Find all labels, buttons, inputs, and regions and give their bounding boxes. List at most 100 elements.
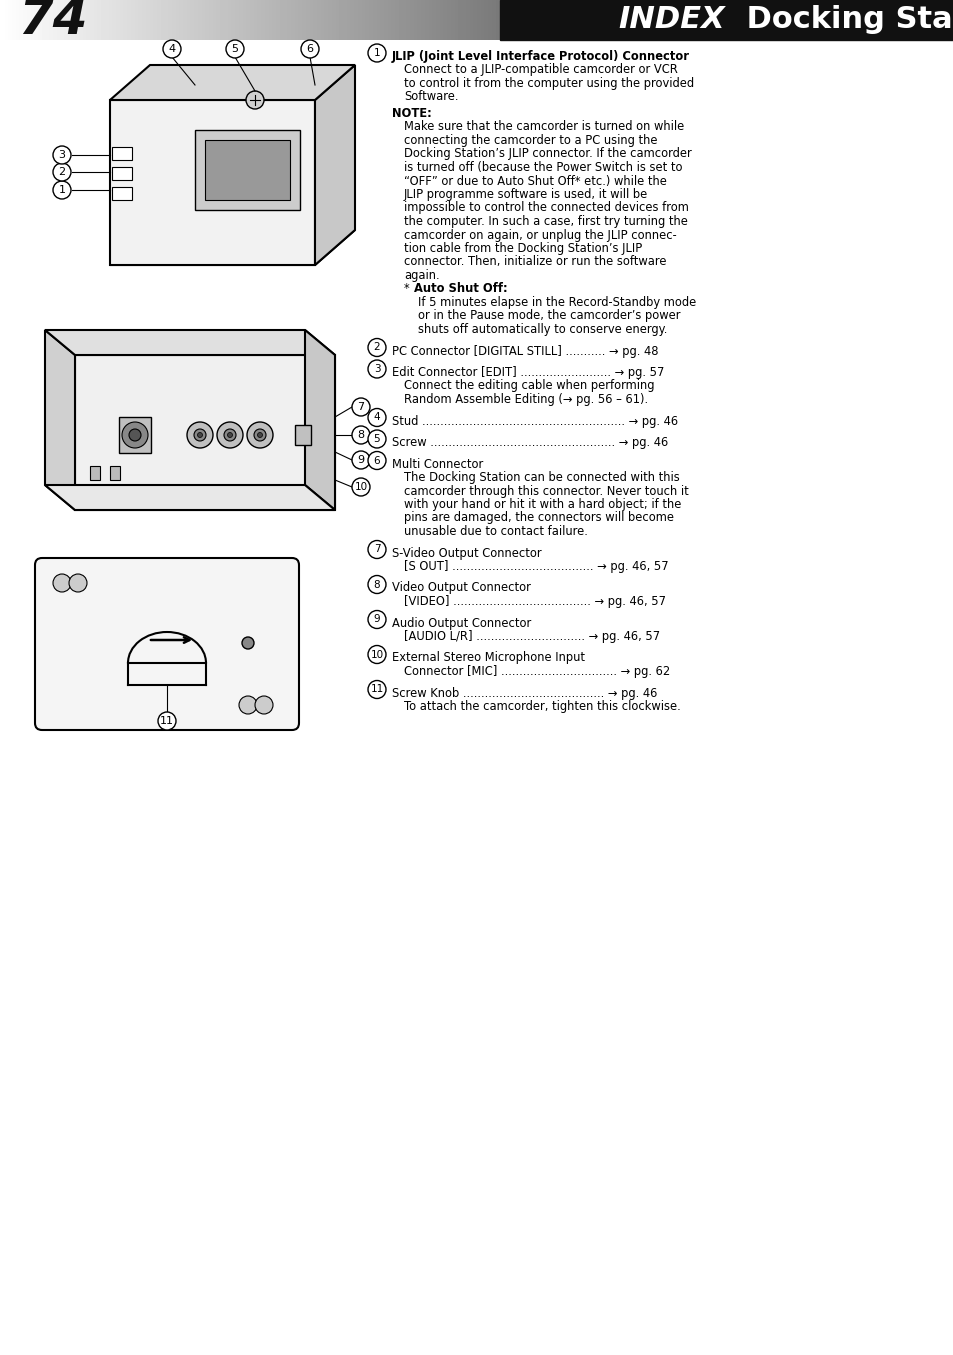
Text: 2: 2 xyxy=(374,343,380,352)
Bar xyxy=(499,0,953,41)
Text: 10: 10 xyxy=(370,649,383,660)
Text: 10: 10 xyxy=(355,482,367,492)
Circle shape xyxy=(254,696,273,714)
Text: Connector [MIC] ................................ → pg. 62: Connector [MIC] ........................… xyxy=(403,665,670,678)
Text: Screw ................................................... → pg. 46: Screw ..................................… xyxy=(392,436,667,449)
Polygon shape xyxy=(110,65,355,100)
Text: To attach the camcorder, tighten this clockwise.: To attach the camcorder, tighten this cl… xyxy=(403,701,680,713)
Bar xyxy=(194,130,299,210)
Text: Software.: Software. xyxy=(403,91,458,103)
Text: 11: 11 xyxy=(160,715,173,726)
Text: again.: again. xyxy=(403,270,439,282)
Text: INDEX: INDEX xyxy=(618,5,724,34)
Circle shape xyxy=(368,451,386,469)
Circle shape xyxy=(69,575,87,592)
Text: JLIP (Joint Level Interface Protocol) Connector: JLIP (Joint Level Interface Protocol) Co… xyxy=(392,50,689,62)
Bar xyxy=(112,146,132,160)
Text: [AUDIO L/R] .............................. → pg. 46, 57: [AUDIO L/R] ............................… xyxy=(403,630,659,644)
Text: the computer. In such a case, first try turning the: the computer. In such a case, first try … xyxy=(403,215,687,228)
Text: Edit Connector [EDIT] ......................... → pg. 57: Edit Connector [EDIT] ..................… xyxy=(392,366,663,379)
Polygon shape xyxy=(45,331,335,355)
Circle shape xyxy=(368,645,386,664)
Polygon shape xyxy=(110,100,314,266)
Text: [S OUT] ....................................... → pg. 46, 57: [S OUT] ................................… xyxy=(403,560,668,573)
Text: 1: 1 xyxy=(374,47,380,58)
Text: camcorder on again, or unplug the JLIP connec-: camcorder on again, or unplug the JLIP c… xyxy=(403,229,676,241)
Text: *: * xyxy=(403,282,413,295)
Circle shape xyxy=(246,91,264,108)
Text: Audio Output Connector: Audio Output Connector xyxy=(392,617,531,630)
Bar xyxy=(112,187,132,201)
Bar xyxy=(75,355,335,509)
Text: Connect to a JLIP-compatible camcorder or VCR: Connect to a JLIP-compatible camcorder o… xyxy=(403,64,678,76)
Polygon shape xyxy=(314,65,355,266)
Circle shape xyxy=(352,451,370,469)
Bar xyxy=(119,417,151,453)
Text: Random Assemble Editing (→ pg. 56 – 61).: Random Assemble Editing (→ pg. 56 – 61). xyxy=(403,393,647,406)
Text: Auto Shut Off:: Auto Shut Off: xyxy=(414,282,507,295)
Text: 7: 7 xyxy=(374,545,380,554)
Circle shape xyxy=(226,41,244,58)
Circle shape xyxy=(368,680,386,698)
Circle shape xyxy=(368,408,386,427)
Polygon shape xyxy=(45,485,335,509)
Text: is turned off (because the Power Switch is set to: is turned off (because the Power Switch … xyxy=(403,161,681,173)
Text: 7: 7 xyxy=(357,402,364,412)
Circle shape xyxy=(239,696,256,714)
Circle shape xyxy=(227,432,233,438)
Circle shape xyxy=(368,360,386,378)
Text: 4: 4 xyxy=(374,412,380,423)
Circle shape xyxy=(53,575,71,592)
Bar xyxy=(110,466,120,480)
Text: with your hand or hit it with a hard object; if the: with your hand or hit it with a hard obj… xyxy=(403,499,680,511)
Circle shape xyxy=(368,430,386,449)
Text: 1: 1 xyxy=(58,186,66,195)
Text: unusable due to contact failure.: unusable due to contact failure. xyxy=(403,524,587,538)
Text: The Docking Station can be connected with this: The Docking Station can be connected wit… xyxy=(403,472,679,484)
Text: NOTE:: NOTE: xyxy=(392,107,432,121)
Circle shape xyxy=(224,430,235,440)
Text: Screw Knob ....................................... → pg. 46: Screw Knob .............................… xyxy=(392,687,657,699)
Circle shape xyxy=(122,421,148,449)
Text: pins are damaged, the connectors will become: pins are damaged, the connectors will be… xyxy=(403,511,673,524)
Text: 9: 9 xyxy=(374,615,380,625)
Text: 8: 8 xyxy=(357,430,364,440)
Circle shape xyxy=(368,43,386,62)
Text: Video Output Connector: Video Output Connector xyxy=(392,581,530,595)
Circle shape xyxy=(53,146,71,164)
Circle shape xyxy=(247,421,273,449)
Text: 74: 74 xyxy=(18,0,88,43)
Circle shape xyxy=(352,425,370,444)
Text: connector. Then, initialize or run the software: connector. Then, initialize or run the s… xyxy=(403,256,666,268)
Text: 3: 3 xyxy=(374,364,380,374)
Text: camcorder through this connector. Never touch it: camcorder through this connector. Never … xyxy=(403,485,688,497)
Text: Connect the editing cable when performing: Connect the editing cable when performin… xyxy=(403,379,654,393)
Circle shape xyxy=(368,576,386,593)
Circle shape xyxy=(53,163,71,182)
Text: to control it from the computer using the provided: to control it from the computer using th… xyxy=(403,77,694,89)
Text: Stud ........................................................ → pg. 46: Stud ...................................… xyxy=(392,415,678,427)
Circle shape xyxy=(368,611,386,629)
Circle shape xyxy=(197,432,202,438)
Circle shape xyxy=(216,421,243,449)
Text: 9: 9 xyxy=(357,455,364,465)
Text: Docking Station’s JLIP connector. If the camcorder: Docking Station’s JLIP connector. If the… xyxy=(403,148,691,160)
Text: shuts off automatically to conserve energy.: shuts off automatically to conserve ener… xyxy=(417,322,667,336)
Circle shape xyxy=(301,41,318,58)
Text: S-Video Output Connector: S-Video Output Connector xyxy=(392,546,541,560)
Polygon shape xyxy=(45,331,75,509)
Text: 4: 4 xyxy=(169,43,175,54)
Text: 8: 8 xyxy=(374,580,380,589)
Text: 5: 5 xyxy=(374,434,380,444)
Text: connecting the camcorder to a PC using the: connecting the camcorder to a PC using t… xyxy=(403,134,657,146)
Text: If 5 minutes elapse in the Record-Standby mode: If 5 minutes elapse in the Record-Standb… xyxy=(417,295,696,309)
Text: Multi Connector: Multi Connector xyxy=(392,458,483,470)
Bar xyxy=(112,167,132,180)
Text: Docking Station: Docking Station xyxy=(735,5,953,34)
Text: tion cable from the Docking Station’s JLIP: tion cable from the Docking Station’s JL… xyxy=(403,243,641,255)
Text: Make sure that the camcorder is turned on while: Make sure that the camcorder is turned o… xyxy=(403,121,683,134)
Circle shape xyxy=(158,711,175,730)
Text: 6: 6 xyxy=(306,43,314,54)
Text: [VIDEO] ...................................... → pg. 46, 57: [VIDEO] ................................… xyxy=(403,595,665,608)
Text: or in the Pause mode, the camcorder’s power: or in the Pause mode, the camcorder’s po… xyxy=(417,309,679,322)
